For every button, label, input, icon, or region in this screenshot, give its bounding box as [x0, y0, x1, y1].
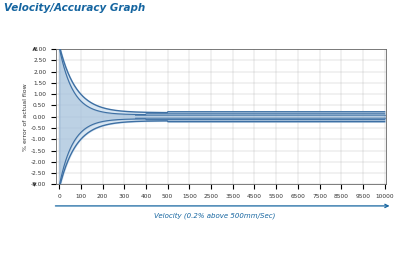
Text: Velocity (0.2% above 500mm/Sec): Velocity (0.2% above 500mm/Sec) [153, 213, 275, 219]
Text: Velocity/Accuracy Graph: Velocity/Accuracy Graph [4, 3, 145, 13]
Y-axis label: % error of actual flow: % error of actual flow [23, 83, 28, 151]
